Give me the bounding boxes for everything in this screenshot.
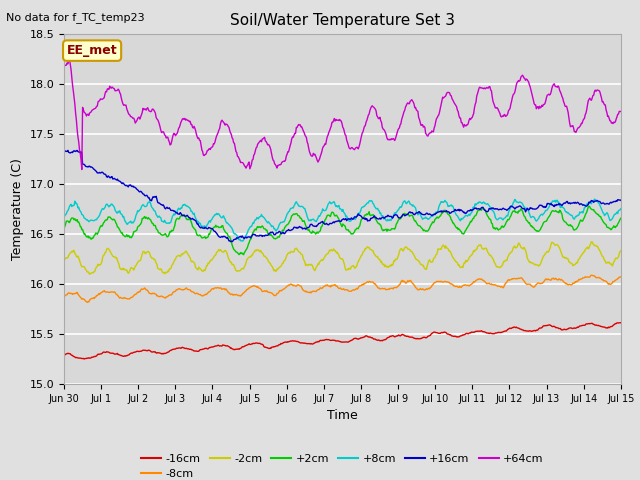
+2cm — [70, 217, 78, 223]
-16cm — [185, 346, 193, 352]
Title: Soil/Water Temperature Set 3: Soil/Water Temperature Set 3 — [230, 13, 455, 28]
-8cm — [588, 272, 595, 278]
-16cm — [616, 320, 624, 325]
-8cm — [128, 294, 136, 300]
+8cm — [591, 196, 598, 202]
+16cm — [228, 239, 236, 245]
+8cm — [184, 204, 192, 209]
Line: -16cm: -16cm — [64, 323, 621, 359]
Line: +2cm: +2cm — [64, 206, 621, 255]
+64cm — [71, 101, 79, 107]
+16cm — [128, 184, 136, 190]
-2cm — [214, 248, 222, 253]
+64cm — [412, 105, 419, 110]
-8cm — [185, 287, 193, 292]
+16cm — [428, 213, 436, 218]
Line: +16cm: +16cm — [64, 150, 621, 242]
+64cm — [78, 167, 86, 172]
-16cm — [214, 342, 222, 348]
+8cm — [239, 238, 247, 244]
Line: -2cm: -2cm — [64, 242, 621, 274]
+8cm — [214, 212, 221, 217]
-2cm — [428, 259, 435, 265]
+2cm — [411, 218, 419, 224]
+64cm — [428, 128, 436, 134]
-8cm — [214, 285, 222, 291]
Text: No data for f_TC_temp23: No data for f_TC_temp23 — [6, 12, 145, 23]
+64cm — [215, 127, 223, 133]
-16cm — [80, 356, 88, 362]
+2cm — [214, 224, 221, 229]
+8cm — [428, 214, 435, 219]
-16cm — [60, 352, 68, 358]
-2cm — [60, 258, 68, 264]
+2cm — [127, 235, 135, 240]
-16cm — [128, 350, 136, 356]
-2cm — [185, 253, 193, 259]
Line: -8cm: -8cm — [64, 275, 621, 302]
+16cm — [71, 148, 79, 154]
+16cm — [214, 233, 222, 239]
+8cm — [617, 206, 625, 212]
+2cm — [60, 225, 68, 231]
Line: +8cm: +8cm — [64, 199, 621, 241]
-2cm — [411, 254, 419, 260]
-2cm — [86, 271, 93, 277]
-8cm — [617, 274, 625, 280]
-2cm — [128, 265, 136, 271]
+2cm — [240, 252, 248, 258]
+8cm — [70, 203, 78, 208]
-16cm — [411, 336, 419, 341]
+2cm — [617, 216, 625, 221]
+16cm — [617, 197, 625, 203]
Line: +64cm: +64cm — [64, 58, 621, 169]
-8cm — [428, 284, 435, 290]
-16cm — [617, 320, 625, 325]
+64cm — [129, 115, 137, 121]
-8cm — [60, 294, 68, 300]
+64cm — [60, 64, 68, 70]
+16cm — [64, 147, 72, 153]
+16cm — [185, 215, 193, 220]
+64cm — [617, 108, 625, 114]
-2cm — [588, 239, 595, 245]
+8cm — [127, 220, 135, 226]
+64cm — [186, 119, 193, 124]
-16cm — [70, 354, 78, 360]
+8cm — [60, 214, 68, 219]
+64cm — [65, 55, 73, 60]
-8cm — [411, 283, 419, 289]
Legend: -16cm, -8cm, -2cm, +2cm, +8cm, +16cm, +64cm: -16cm, -8cm, -2cm, +2cm, +8cm, +16cm, +6… — [137, 449, 548, 480]
+2cm — [585, 203, 593, 209]
-8cm — [83, 300, 91, 305]
X-axis label: Time: Time — [327, 409, 358, 422]
+2cm — [184, 216, 192, 222]
Text: EE_met: EE_met — [67, 44, 117, 57]
+8cm — [411, 204, 419, 210]
-8cm — [70, 291, 78, 297]
Y-axis label: Temperature (C): Temperature (C) — [11, 158, 24, 260]
+2cm — [428, 222, 435, 228]
+16cm — [60, 148, 68, 154]
-16cm — [428, 331, 435, 337]
-2cm — [70, 248, 78, 253]
+16cm — [412, 210, 419, 216]
-2cm — [617, 248, 625, 254]
